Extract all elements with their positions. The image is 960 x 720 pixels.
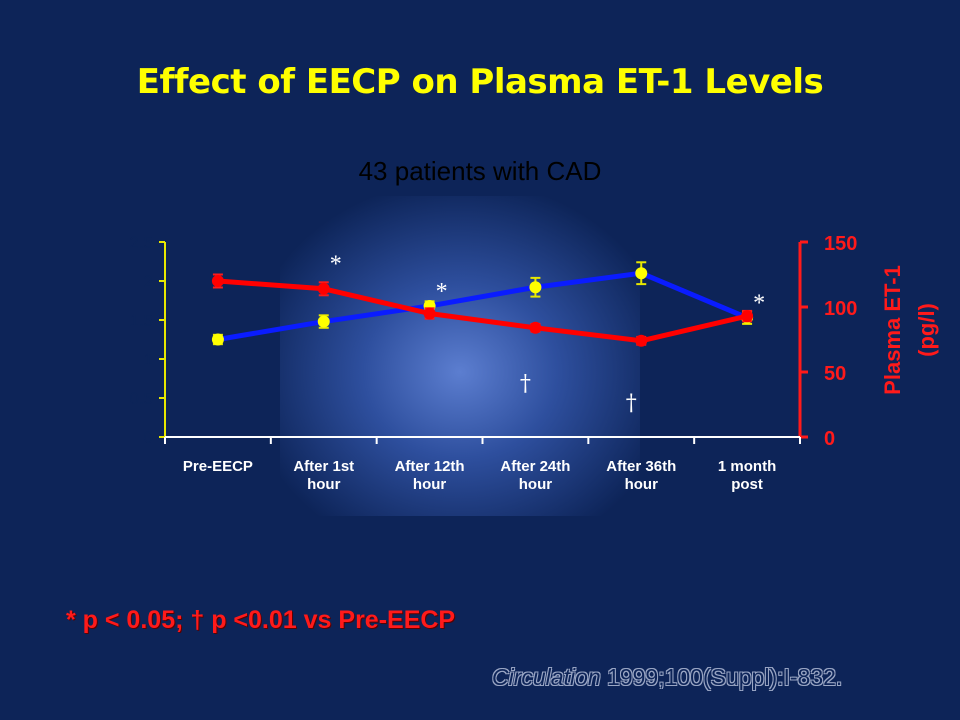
citation-details: 1999;100(Suppl):I-832.: [600, 664, 843, 690]
right-axis-tick-label: 50: [824, 363, 846, 385]
x-category-label: After 24th hour: [500, 458, 570, 493]
series-1-point: [529, 321, 542, 334]
x-category-label: Pre-EECP: [183, 458, 253, 475]
series-0-point: [211, 333, 224, 346]
x-category-label: After 12th hour: [395, 458, 465, 493]
left-axis-tick-label: 2: [144, 272, 153, 291]
significance-dagger: †: [520, 371, 531, 396]
series-0-point: [529, 281, 542, 294]
series-1-point: [423, 307, 436, 320]
right-axis-tick-label: 150: [824, 233, 857, 255]
citation: Circulation 1999;100(Suppl):I-832.: [492, 664, 842, 691]
left-axis-tick-label: 1: [144, 350, 153, 369]
left-axis-tick-label: 2.5: [129, 233, 153, 252]
right-axis-tick-label: 100: [824, 298, 857, 320]
right-axis-tick-label: 0: [824, 428, 835, 450]
slide-title: Effect of EECP on Plasma ET-1 Levels: [136, 62, 824, 102]
right-axis-label-line2: (pg/l): [914, 303, 939, 357]
significance-dagger: †: [626, 391, 637, 416]
series-1-point: [211, 275, 224, 287]
significance-asterisk: *: [330, 252, 342, 278]
series-0-point: [317, 315, 330, 328]
left-axis-tick-label: 0.5: [129, 389, 153, 408]
x-category-label: 1 month post: [718, 458, 776, 493]
series-1-point: [317, 282, 330, 295]
series-0-line: [217, 270, 749, 342]
series-1-point: [635, 334, 648, 347]
series-1-point: [741, 310, 754, 323]
right-axis-label-line1: Plasma ET-1: [880, 265, 905, 395]
series-1-line: [217, 278, 748, 344]
x-category-label: After 36th hour: [606, 458, 676, 493]
significance-footnote: * p < 0.05; † p <0.01 vs Pre-EECP: [66, 606, 456, 634]
series-0-point: [635, 267, 648, 280]
chart: 43 patients with CAD 0 0.5 1 1.5 2 2.5 0 50 100 1…: [129, 156, 939, 516]
x-category-label: After 1st hour: [293, 458, 354, 493]
significance-asterisk: *: [436, 279, 448, 305]
left-axis-tick-label: 1.5: [129, 311, 153, 330]
significance-asterisk: *: [753, 291, 765, 317]
left-axis-tick-label: 0: [144, 428, 153, 447]
plot-glow: [280, 196, 640, 516]
citation-journal: Circulation: [492, 664, 601, 690]
chart-subtitle: 43 patients with CAD: [359, 156, 602, 186]
